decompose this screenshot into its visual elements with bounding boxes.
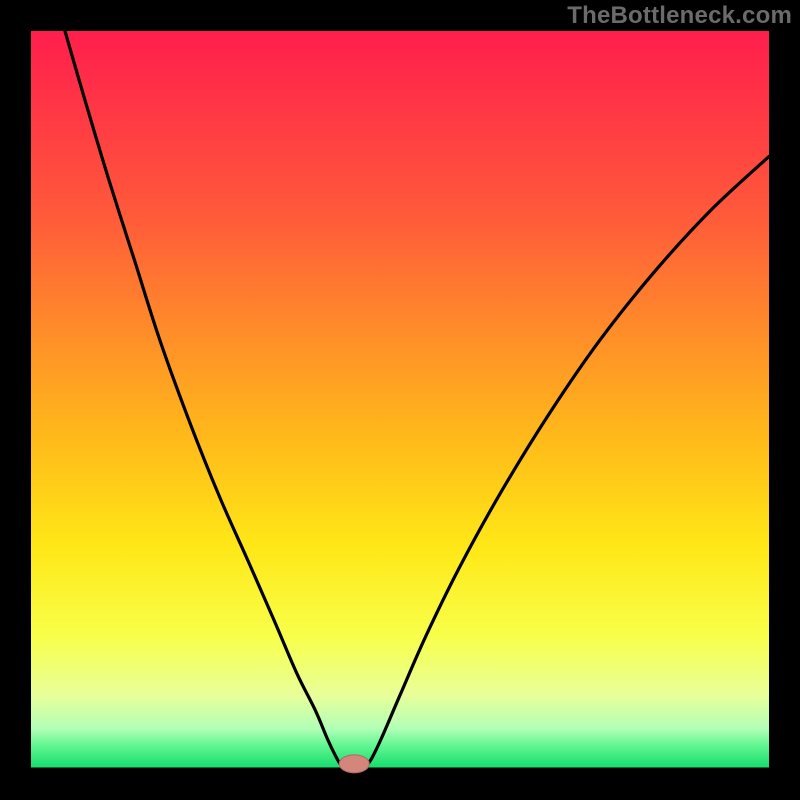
chart-container: TheBottleneck.com: [0, 0, 800, 800]
bottleneck-chart: [0, 0, 800, 800]
optimal-marker: [339, 755, 369, 773]
watermark-text: TheBottleneck.com: [567, 2, 792, 30]
plot-gradient-background: [31, 31, 769, 769]
